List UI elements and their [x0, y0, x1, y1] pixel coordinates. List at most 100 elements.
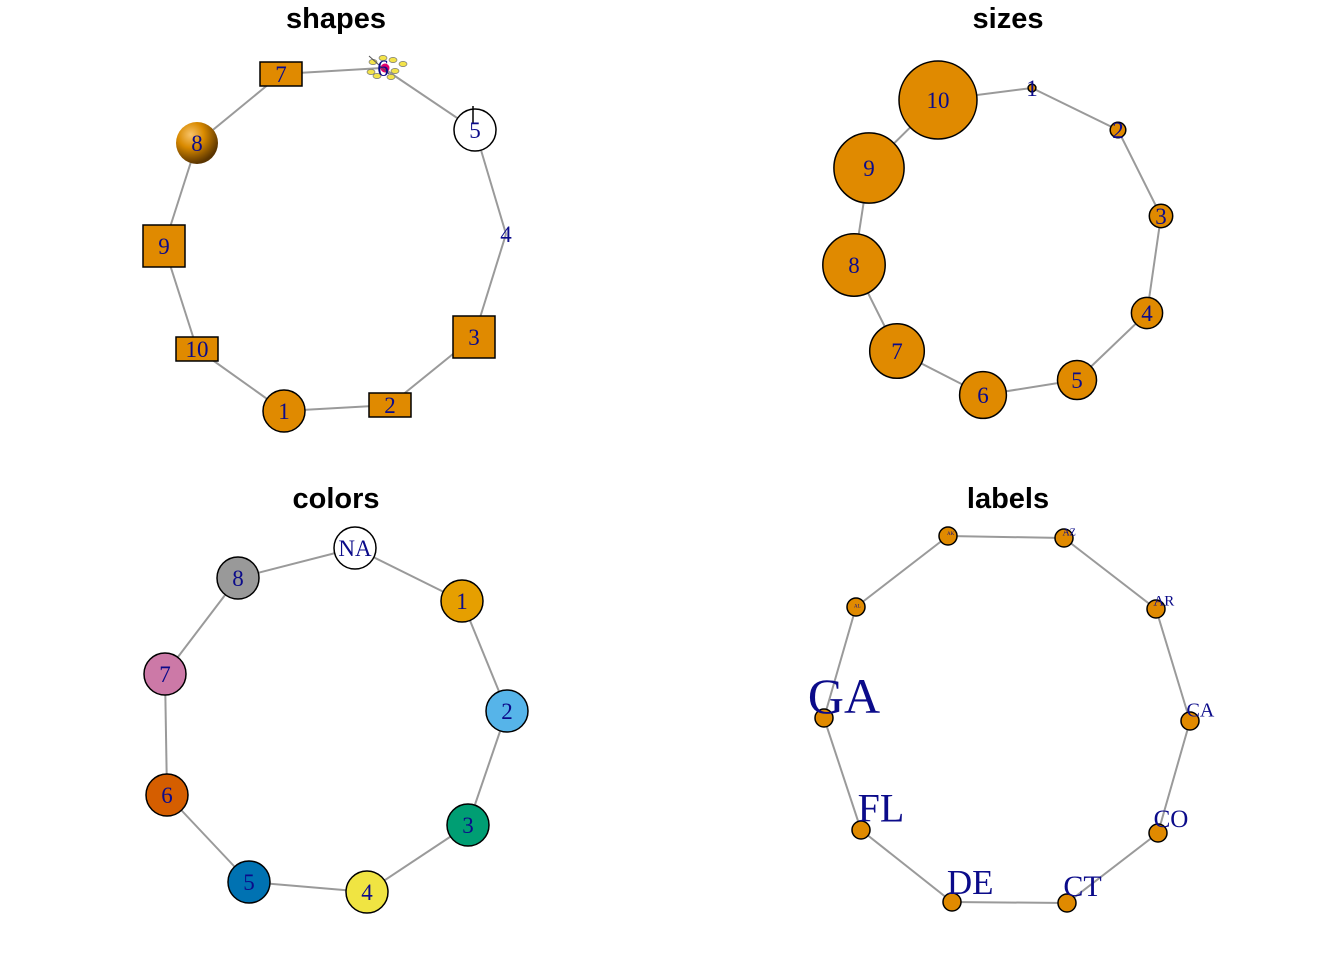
- shapes-label-1: 1: [278, 399, 290, 424]
- labels-node-CA: [1180, 711, 1200, 731]
- sizes-label-7: 7: [891, 339, 903, 364]
- sizes-label-4: 4: [1141, 301, 1153, 326]
- labels-edge: [860, 829, 953, 903]
- flower-petal: [390, 68, 400, 74]
- flower-petal: [372, 73, 382, 79]
- shapes-node-6: [366, 55, 408, 80]
- flower-petal: [388, 57, 398, 63]
- colors-node-8: [216, 556, 260, 600]
- labels-node-GA: [814, 708, 834, 728]
- labels-label-AK: AK: [947, 532, 955, 537]
- shapes-node-10: [175, 336, 219, 362]
- colors-label-7: 7: [159, 662, 171, 687]
- labels-edge: [1155, 608, 1191, 722]
- sizes-node-3: [1148, 203, 1174, 229]
- sizes-node-4: [1130, 296, 1164, 330]
- labels-edge: [1157, 720, 1191, 834]
- labels-edge: [1066, 832, 1159, 904]
- sizes-node-9: [833, 132, 905, 204]
- shapes-node-9: [142, 224, 186, 268]
- labels-label-FL: FL: [858, 786, 905, 831]
- flower-petal: [366, 69, 376, 75]
- shapes-node-7: [259, 61, 303, 87]
- shapes-label-2: 2: [384, 393, 396, 418]
- labels-edge: [1063, 537, 1157, 610]
- shapes-label-7: 7: [275, 62, 287, 87]
- sizes-node-10: [898, 60, 978, 140]
- shapes-label-4: 4: [500, 222, 512, 247]
- labels-label-DE: DE: [947, 863, 994, 902]
- shapes-node-2: [368, 392, 412, 418]
- labels-node-AL: [846, 597, 866, 617]
- panel-title-sizes: sizes: [973, 3, 1044, 35]
- sizes-edge: [1031, 87, 1119, 131]
- labels-edge: [823, 606, 857, 719]
- shapes-node-1: [262, 389, 306, 433]
- sizes-node-5: [1056, 359, 1098, 401]
- sizes-label-1: 1: [1026, 76, 1038, 101]
- labels-node-AK: [938, 526, 958, 546]
- colors-label-6: 6: [161, 783, 173, 808]
- sizes-label-6: 6: [977, 383, 989, 408]
- sizes-label-3: 3: [1155, 204, 1167, 229]
- sizes-node-8: [822, 233, 886, 297]
- panel-sizes: sizes 1 2 3 4 5 6 7 8 9 10: [822, 3, 1174, 420]
- sizes-label-2: 2: [1112, 118, 1124, 143]
- shapes-node-8: [176, 122, 218, 164]
- shapes-label-3: 3: [468, 325, 480, 350]
- colors-node-1: [440, 579, 484, 623]
- colors-label-8: 8: [232, 566, 244, 591]
- panel-colors: colors 1 2 3 4 5 6 7 8 NA: [143, 483, 529, 914]
- labels-edge: [951, 901, 1068, 904]
- sizes-label-10: 10: [927, 88, 950, 113]
- panel-title-labels: labels: [967, 483, 1049, 515]
- colors-node-3: [446, 803, 490, 847]
- panel-labels: labels AK AZ AR CA CO CT DE FL GA AL: [808, 483, 1215, 913]
- labels-node-DE: [942, 892, 962, 912]
- colors-label-3: 3: [462, 813, 474, 838]
- sizes-node-6: [958, 370, 1008, 420]
- labels-node-AR: [1146, 599, 1166, 619]
- labels-node-FL: [851, 820, 871, 840]
- flower-stem: [368, 55, 390, 75]
- sizes-label-9: 9: [863, 156, 875, 181]
- sizes-edge: [1117, 129, 1162, 217]
- colors-node-5: [227, 860, 271, 904]
- labels-edge: [855, 535, 949, 608]
- labels-label-CO: CO: [1154, 806, 1189, 833]
- colors-node-6: [145, 773, 189, 817]
- sizes-label-5: 5: [1071, 368, 1083, 393]
- shapes-label-9: 9: [158, 234, 170, 259]
- labels-node-CT: [1057, 893, 1077, 913]
- shapes-node-3: [452, 315, 496, 359]
- sizes-node-2: [1109, 121, 1127, 139]
- colors-node-7: [143, 652, 187, 696]
- labels-label-CT: CT: [1063, 870, 1101, 903]
- labels-label-GA: GA: [808, 668, 880, 724]
- colors-label-1: 1: [456, 589, 468, 614]
- colors-node-2: [485, 689, 529, 733]
- colors-label-4: 4: [361, 880, 373, 905]
- panel-title-colors: colors: [292, 483, 379, 515]
- panel-shapes: shapes 1 2 3 4 5 6 7 8 9 10: [142, 3, 512, 433]
- labels-node-CO: [1148, 823, 1168, 843]
- sizes-node-7: [868, 322, 926, 380]
- labels-label-AL: AL: [854, 604, 861, 609]
- flower-petal: [386, 74, 396, 80]
- colors-label-5: 5: [243, 870, 255, 895]
- labels-edge: [823, 717, 862, 831]
- flower-petal: [398, 61, 408, 67]
- flower-center: [380, 63, 390, 73]
- colors-node-4: [345, 870, 389, 914]
- labels-edge: [947, 535, 1065, 539]
- sizes-label-8: 8: [848, 253, 860, 278]
- panel-title-shapes: shapes: [286, 3, 386, 35]
- shapes-node-5: [453, 108, 497, 152]
- colors-label-NA: NA: [338, 536, 372, 561]
- shapes-label-6: 6: [377, 56, 389, 81]
- shapes-label-10: 10: [186, 337, 209, 362]
- labels-node-AZ: [1054, 528, 1074, 548]
- labels-label-CA: CA: [1187, 699, 1215, 721]
- colors-label-2: 2: [501, 699, 513, 724]
